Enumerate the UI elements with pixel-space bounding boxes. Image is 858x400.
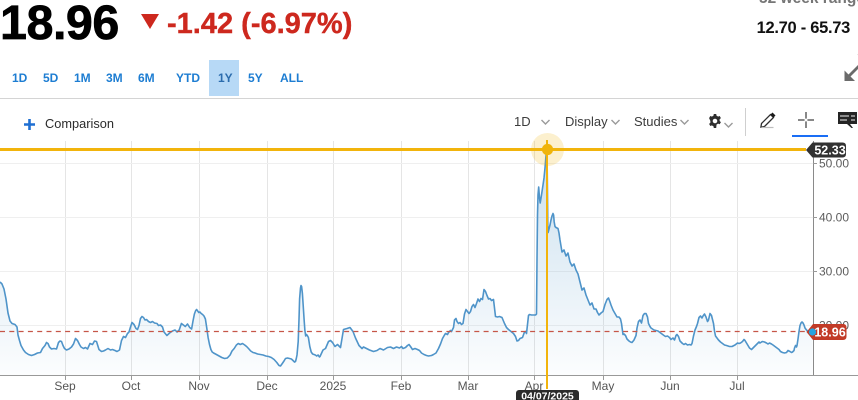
svg-text:Jun: Jun xyxy=(660,379,679,393)
svg-text:2025: 2025 xyxy=(320,379,347,393)
svg-text:Oct: Oct xyxy=(122,379,141,393)
svg-text:30.00: 30.00 xyxy=(819,265,849,279)
svg-text:Feb: Feb xyxy=(391,379,412,393)
svg-text:Mar: Mar xyxy=(458,379,479,393)
svg-text:Dec: Dec xyxy=(256,379,277,393)
svg-text:May: May xyxy=(592,379,615,393)
svg-text:52.33: 52.33 xyxy=(814,143,845,157)
svg-text:Nov: Nov xyxy=(188,379,209,393)
svg-text:50.00: 50.00 xyxy=(819,157,849,171)
svg-text:40.00: 40.00 xyxy=(819,211,849,225)
svg-text:Apr: Apr xyxy=(525,379,544,393)
svg-text:Jul: Jul xyxy=(729,379,744,393)
svg-text:Sep: Sep xyxy=(54,379,76,393)
svg-text:04/07/2025: 04/07/2025 xyxy=(521,391,574,400)
svg-text:18.96: 18.96 xyxy=(814,325,845,339)
